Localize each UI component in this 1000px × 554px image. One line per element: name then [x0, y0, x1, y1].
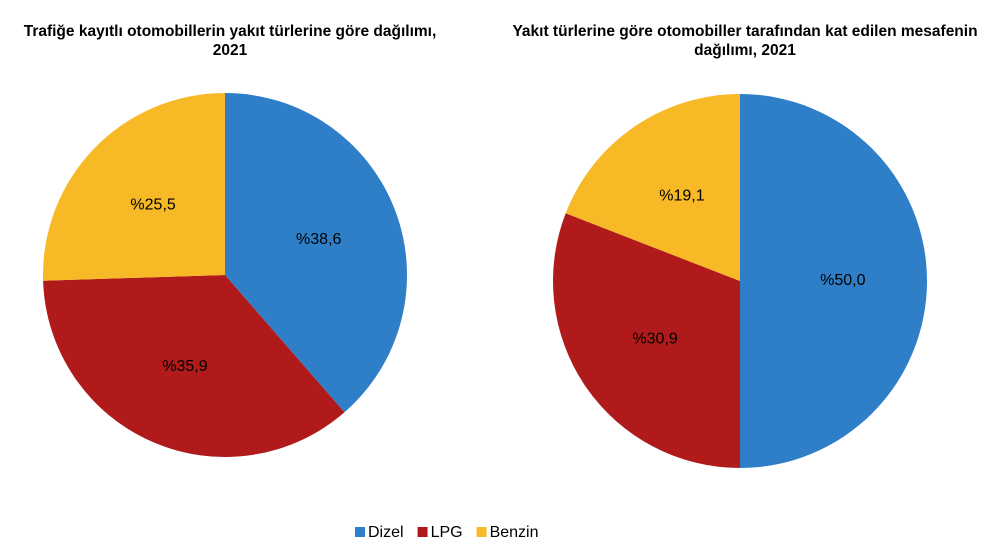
- data-label: %38,6: [296, 231, 341, 248]
- legend-swatch: [476, 527, 487, 537]
- legend-label: Dizel: [368, 524, 404, 541]
- data-label: %19,1: [659, 187, 704, 204]
- legend-swatch: [417, 527, 428, 537]
- chart-title: Yakıt türlerine göre otomobiller tarafın…: [512, 23, 978, 59]
- legend-label: Benzin: [490, 524, 539, 541]
- pie-slice: [43, 275, 345, 457]
- legend-label: LPG: [431, 524, 463, 541]
- data-label: %50,0: [820, 272, 865, 289]
- pie-slice: [225, 93, 407, 413]
- pie-slice: [43, 93, 225, 281]
- data-label: %25,5: [130, 197, 175, 214]
- chart-title: Trafiğe kayıtlı otomobillerin yakıt türl…: [23, 23, 437, 59]
- data-label: %30,9: [632, 330, 677, 347]
- legend-swatch: [355, 527, 365, 537]
- pie-slice: [740, 94, 927, 468]
- data-label: %35,9: [162, 358, 207, 375]
- pie-slice: [552, 213, 740, 468]
- pie-slice: [565, 94, 740, 281]
